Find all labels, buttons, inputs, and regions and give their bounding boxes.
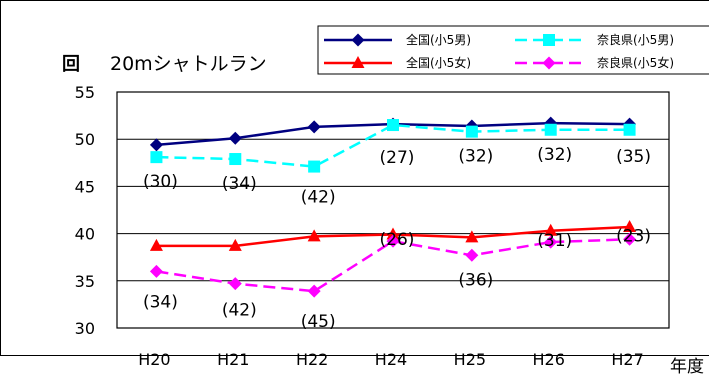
plot-area [116, 91, 670, 329]
legend-item-nara-girls: 奈良県(小5女) [515, 55, 674, 70]
series-national-girls [149, 219, 637, 251]
x-tick-label: H24 [375, 350, 407, 369]
annotation-label-girls: (42) [222, 301, 257, 321]
data-point-nara-boys [465, 125, 478, 138]
annotation-label-girls: (31) [537, 231, 572, 251]
chart-title: 20mシャトルラン [110, 53, 267, 75]
data-point-nara-girls [307, 284, 321, 298]
annotation-label-boys: (30) [143, 172, 178, 192]
series-group [149, 116, 637, 298]
annotation-label-boys: (32) [458, 147, 493, 167]
x-tick-label: H20 [138, 350, 170, 369]
data-point-national-girls [544, 223, 558, 236]
x-tick-label: H25 [454, 350, 486, 369]
data-point-nara-girls [386, 234, 400, 248]
data-point-national-girls [149, 238, 163, 251]
y-tick-label: 35 [75, 272, 95, 291]
data-point-national-girls [465, 230, 479, 243]
annotation-label-boys: (42) [301, 188, 336, 208]
y-tick-label: 50 [75, 130, 95, 149]
data-point-nara-boys [623, 123, 636, 136]
legend-item-national-girls: 全国(小5女) [324, 55, 471, 70]
series-nara-girls [149, 232, 637, 298]
legend-label: 全国(小5女) [406, 55, 471, 70]
data-point-national-boys [228, 131, 242, 145]
y-tick-label: 40 [75, 225, 95, 244]
x-tick-label: H26 [533, 350, 565, 369]
annotation-label-girls: (34) [143, 292, 178, 312]
data-point-national-girls [307, 229, 321, 242]
data-point-nara-boys [150, 151, 163, 164]
x-tick-label: H22 [296, 350, 328, 369]
legend-box [317, 25, 709, 75]
annotation-label-boys: (34) [222, 174, 257, 194]
annotation-label-girls: (23) [616, 226, 651, 246]
legend-item-national-boys: 全国(小5男) [324, 32, 471, 47]
data-point-national-girls [623, 219, 637, 232]
legend: 全国(小5男) 奈良県(小5男) 全国(小5女) 奈良県(小5女) [324, 32, 674, 70]
legend-marker [351, 56, 365, 68]
data-point-nara-boys [229, 153, 242, 166]
legend-label: 奈良県(小5女) [597, 55, 674, 70]
series-nara-boys [150, 119, 636, 173]
data-point-nara-girls [149, 264, 163, 278]
data-point-nara-boys [544, 123, 557, 136]
data-point-national-boys [307, 120, 321, 134]
annotations: (30) (34) (42) (27) (32) (32) (35) (34) (42) (45)… [143, 145, 651, 332]
legend-marker [542, 56, 556, 70]
gridlines [117, 138, 669, 282]
y-tick-label: 45 [75, 177, 95, 196]
data-point-nara-girls [228, 277, 242, 291]
annotation-label-boys: (35) [616, 147, 651, 167]
data-point-nara-girls [544, 235, 558, 249]
data-point-nara-girls [623, 232, 637, 246]
y-axis-ticks: 55 50 45 40 35 30 [75, 83, 95, 338]
x-tick-label: H27 [611, 350, 643, 369]
x-tick-label: H21 [217, 350, 249, 369]
data-point-national-boys [149, 138, 163, 152]
legend-marker [351, 33, 365, 47]
annotation-label-girls: (36) [458, 270, 493, 290]
legend-label: 奈良県(小5男) [597, 32, 674, 47]
y-axis-label: 回 [62, 54, 80, 75]
data-point-nara-boys [308, 160, 321, 173]
annotation-label-girls: (26) [380, 230, 415, 250]
annotation-label-boys: (32) [537, 145, 572, 165]
data-point-national-girls [228, 238, 242, 251]
legend-marker [543, 34, 555, 46]
annotation-label-boys: (27) [380, 148, 415, 168]
data-point-nara-girls [465, 248, 479, 262]
y-tick-label: 30 [75, 319, 95, 338]
data-point-national-girls [386, 227, 400, 240]
x-axis-ticks: H20 H21 H22 H24 H25 H26 H27 [138, 350, 644, 369]
legend-label: 全国(小5男) [406, 32, 471, 47]
y-tick-label: 55 [75, 83, 95, 102]
annotation-label-girls: (45) [301, 312, 336, 332]
legend-item-nara-boys: 奈良県(小5男) [515, 32, 674, 47]
x-axis-label: 年度 [670, 357, 704, 377]
data-point-nara-boys [387, 119, 399, 132]
